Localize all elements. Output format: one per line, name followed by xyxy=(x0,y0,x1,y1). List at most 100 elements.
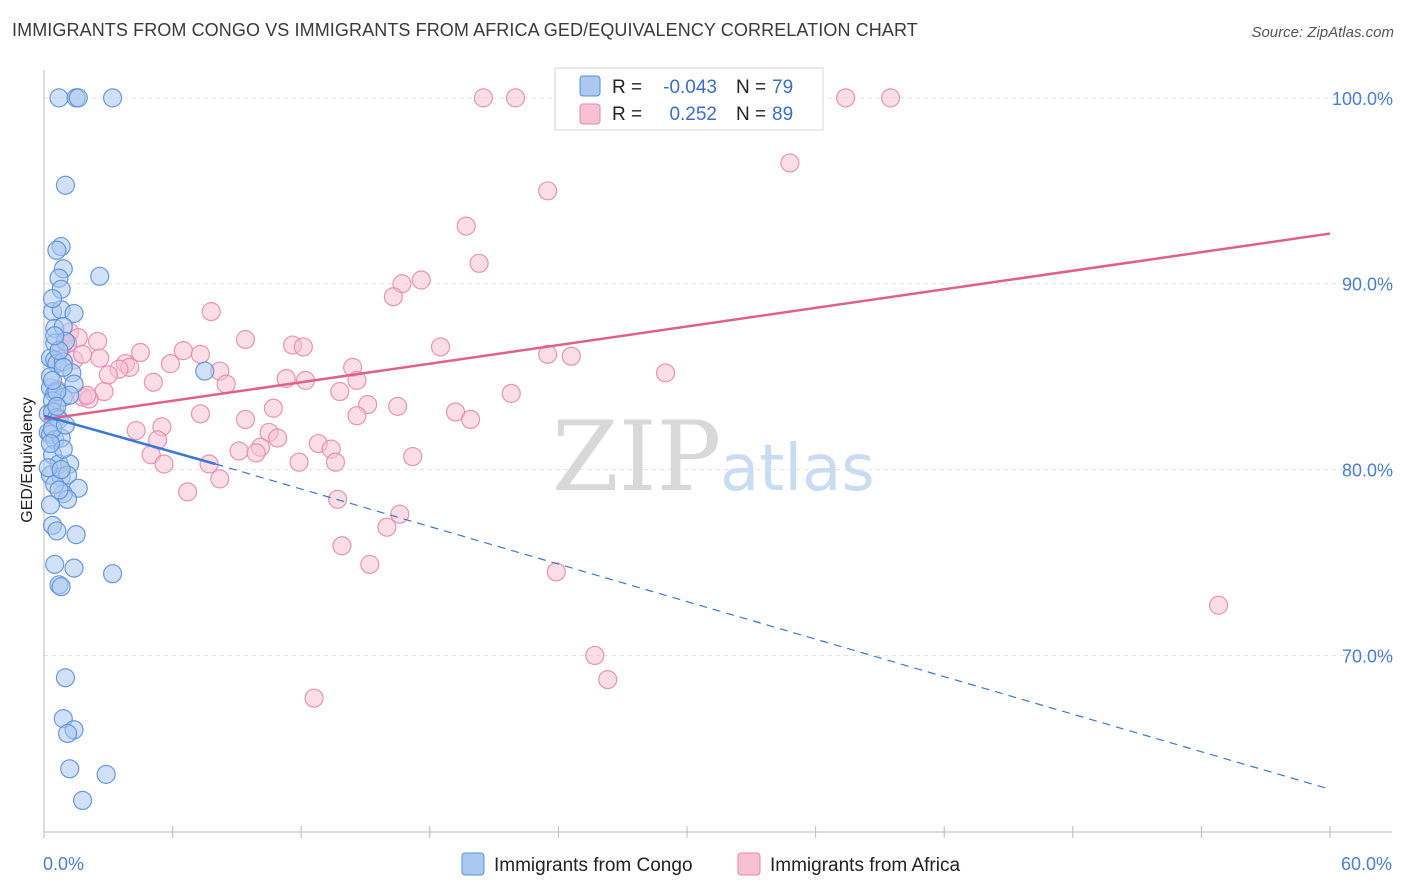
congo-point-55 xyxy=(55,668,76,688)
africa-point-51 xyxy=(235,409,256,430)
africa-point-23 xyxy=(190,344,211,364)
watermark: ZIP atlas xyxy=(552,401,875,513)
africa-point-29 xyxy=(160,354,181,374)
africa-point-79 xyxy=(598,669,618,690)
congo-point-75 xyxy=(40,433,61,454)
bottom-legend-swatch-congo xyxy=(461,852,485,876)
africa-point-38 xyxy=(143,372,163,392)
congo-point-54 xyxy=(51,577,71,597)
africa-point-0 xyxy=(473,88,493,108)
africa-point-24 xyxy=(130,342,151,363)
congo-points xyxy=(38,88,215,811)
congo-point-4 xyxy=(55,175,76,195)
congo-trend-line xyxy=(43,414,216,466)
africa-point-46 xyxy=(388,396,408,416)
africa-point-27 xyxy=(90,348,110,368)
africa-point-52 xyxy=(460,409,481,430)
trend-lines xyxy=(43,232,1331,790)
congo-trend-line-dashed xyxy=(215,463,1331,790)
congo-point-74 xyxy=(45,326,65,346)
y-tick-label-100: 100.0% xyxy=(1332,89,1393,109)
africa-point-77 xyxy=(1208,595,1229,615)
africa-points xyxy=(45,88,1229,708)
africa-point-1 xyxy=(505,88,526,108)
africa-point-73 xyxy=(377,517,397,537)
africa-point-80 xyxy=(304,688,324,708)
y-tick-label-90: 90.0% xyxy=(1342,275,1393,295)
africa-point-13 xyxy=(383,287,403,307)
congo-point-13 xyxy=(64,303,84,324)
africa-trend-line xyxy=(43,232,1331,421)
africa-point-64 xyxy=(403,446,423,467)
africa-point-5 xyxy=(836,88,856,108)
legend-r-label-africa: R = xyxy=(612,104,642,125)
congo-point-72 xyxy=(51,459,71,480)
congo-point-59 xyxy=(60,759,80,779)
africa-point-39 xyxy=(216,374,236,394)
africa-point-10 xyxy=(469,253,489,273)
y-axis-label: GED/Equivalency xyxy=(19,397,36,522)
africa-point-78 xyxy=(585,645,605,666)
africa-point-86 xyxy=(98,365,118,385)
africa-point-17 xyxy=(87,331,108,351)
congo-point-77 xyxy=(42,370,63,390)
africa-point-34 xyxy=(655,363,676,383)
legend-swatch-africa xyxy=(579,103,601,125)
congo-point-2 xyxy=(68,88,88,108)
africa-point-54 xyxy=(126,420,146,441)
bottom-legend-label-congo: Immigrants from Congo xyxy=(494,855,693,876)
congo-point-22 xyxy=(195,361,215,381)
africa-point-50 xyxy=(347,406,367,426)
africa-point-61 xyxy=(229,441,249,461)
africa-point-69 xyxy=(210,469,230,489)
africa-point-11 xyxy=(411,270,431,290)
africa-point-26 xyxy=(561,346,581,366)
congo-point-68 xyxy=(40,495,61,515)
africa-point-47 xyxy=(263,398,283,418)
congo-point-78 xyxy=(53,357,73,377)
africa-point-68 xyxy=(199,454,219,474)
africa-point-48 xyxy=(190,404,211,424)
africa-point-75 xyxy=(360,554,380,574)
africa-point-65 xyxy=(289,452,309,472)
congo-point-8 xyxy=(90,266,110,286)
bottom-legend-label-africa: Immigrants from Africa xyxy=(770,855,960,876)
legend-n-label-congo: N = xyxy=(736,77,766,98)
africa-point-70 xyxy=(178,482,198,502)
congo-point-71 xyxy=(47,396,67,416)
congo-point-60 xyxy=(96,764,116,784)
congo-point-76 xyxy=(49,480,69,500)
congo-point-61 xyxy=(72,790,93,811)
congo-point-51 xyxy=(64,558,84,578)
x-axis-ticks xyxy=(43,826,1331,838)
x-tick-label-max: 60.0% xyxy=(1341,854,1392,874)
y-tick-labels: 70.0% 80.0% 90.0% 100.0% xyxy=(1332,89,1393,667)
bottom-legend-swatch-africa xyxy=(737,852,761,876)
congo-point-58 xyxy=(57,723,78,744)
africa-point-7 xyxy=(780,153,800,173)
africa-point-18 xyxy=(235,329,256,350)
watermark-zip: ZIP xyxy=(552,401,721,513)
legend-r-label-congo: R = xyxy=(612,77,642,98)
congo-point-3 xyxy=(102,88,123,108)
africa-point-74 xyxy=(332,536,352,556)
africa-point-14 xyxy=(201,302,221,322)
y-tick-label-80: 80.0% xyxy=(1342,461,1393,481)
grid-lines xyxy=(44,97,1392,656)
africa-point-9 xyxy=(456,216,476,236)
series-legend: Immigrants from Congo Immigrants from Af… xyxy=(461,852,960,876)
africa-point-88 xyxy=(72,344,93,364)
africa-point-42 xyxy=(501,383,521,403)
africa-point-66 xyxy=(325,452,346,472)
congo-point-50 xyxy=(45,554,65,574)
correlation-legend: R = -0.043 N = 79 R = 0.252 N = 89 xyxy=(554,67,824,131)
africa-point-56 xyxy=(268,428,288,448)
legend-swatch-congo xyxy=(579,75,601,97)
chart-title: IMMIGRANTS FROM CONGO VS IMMIGRANTS FROM… xyxy=(12,20,918,40)
africa-point-62 xyxy=(246,443,266,463)
africa-point-40 xyxy=(330,381,350,402)
legend-n-value-africa: 89 xyxy=(772,104,793,125)
africa-point-67 xyxy=(154,454,174,474)
africa-point-6 xyxy=(881,88,901,108)
